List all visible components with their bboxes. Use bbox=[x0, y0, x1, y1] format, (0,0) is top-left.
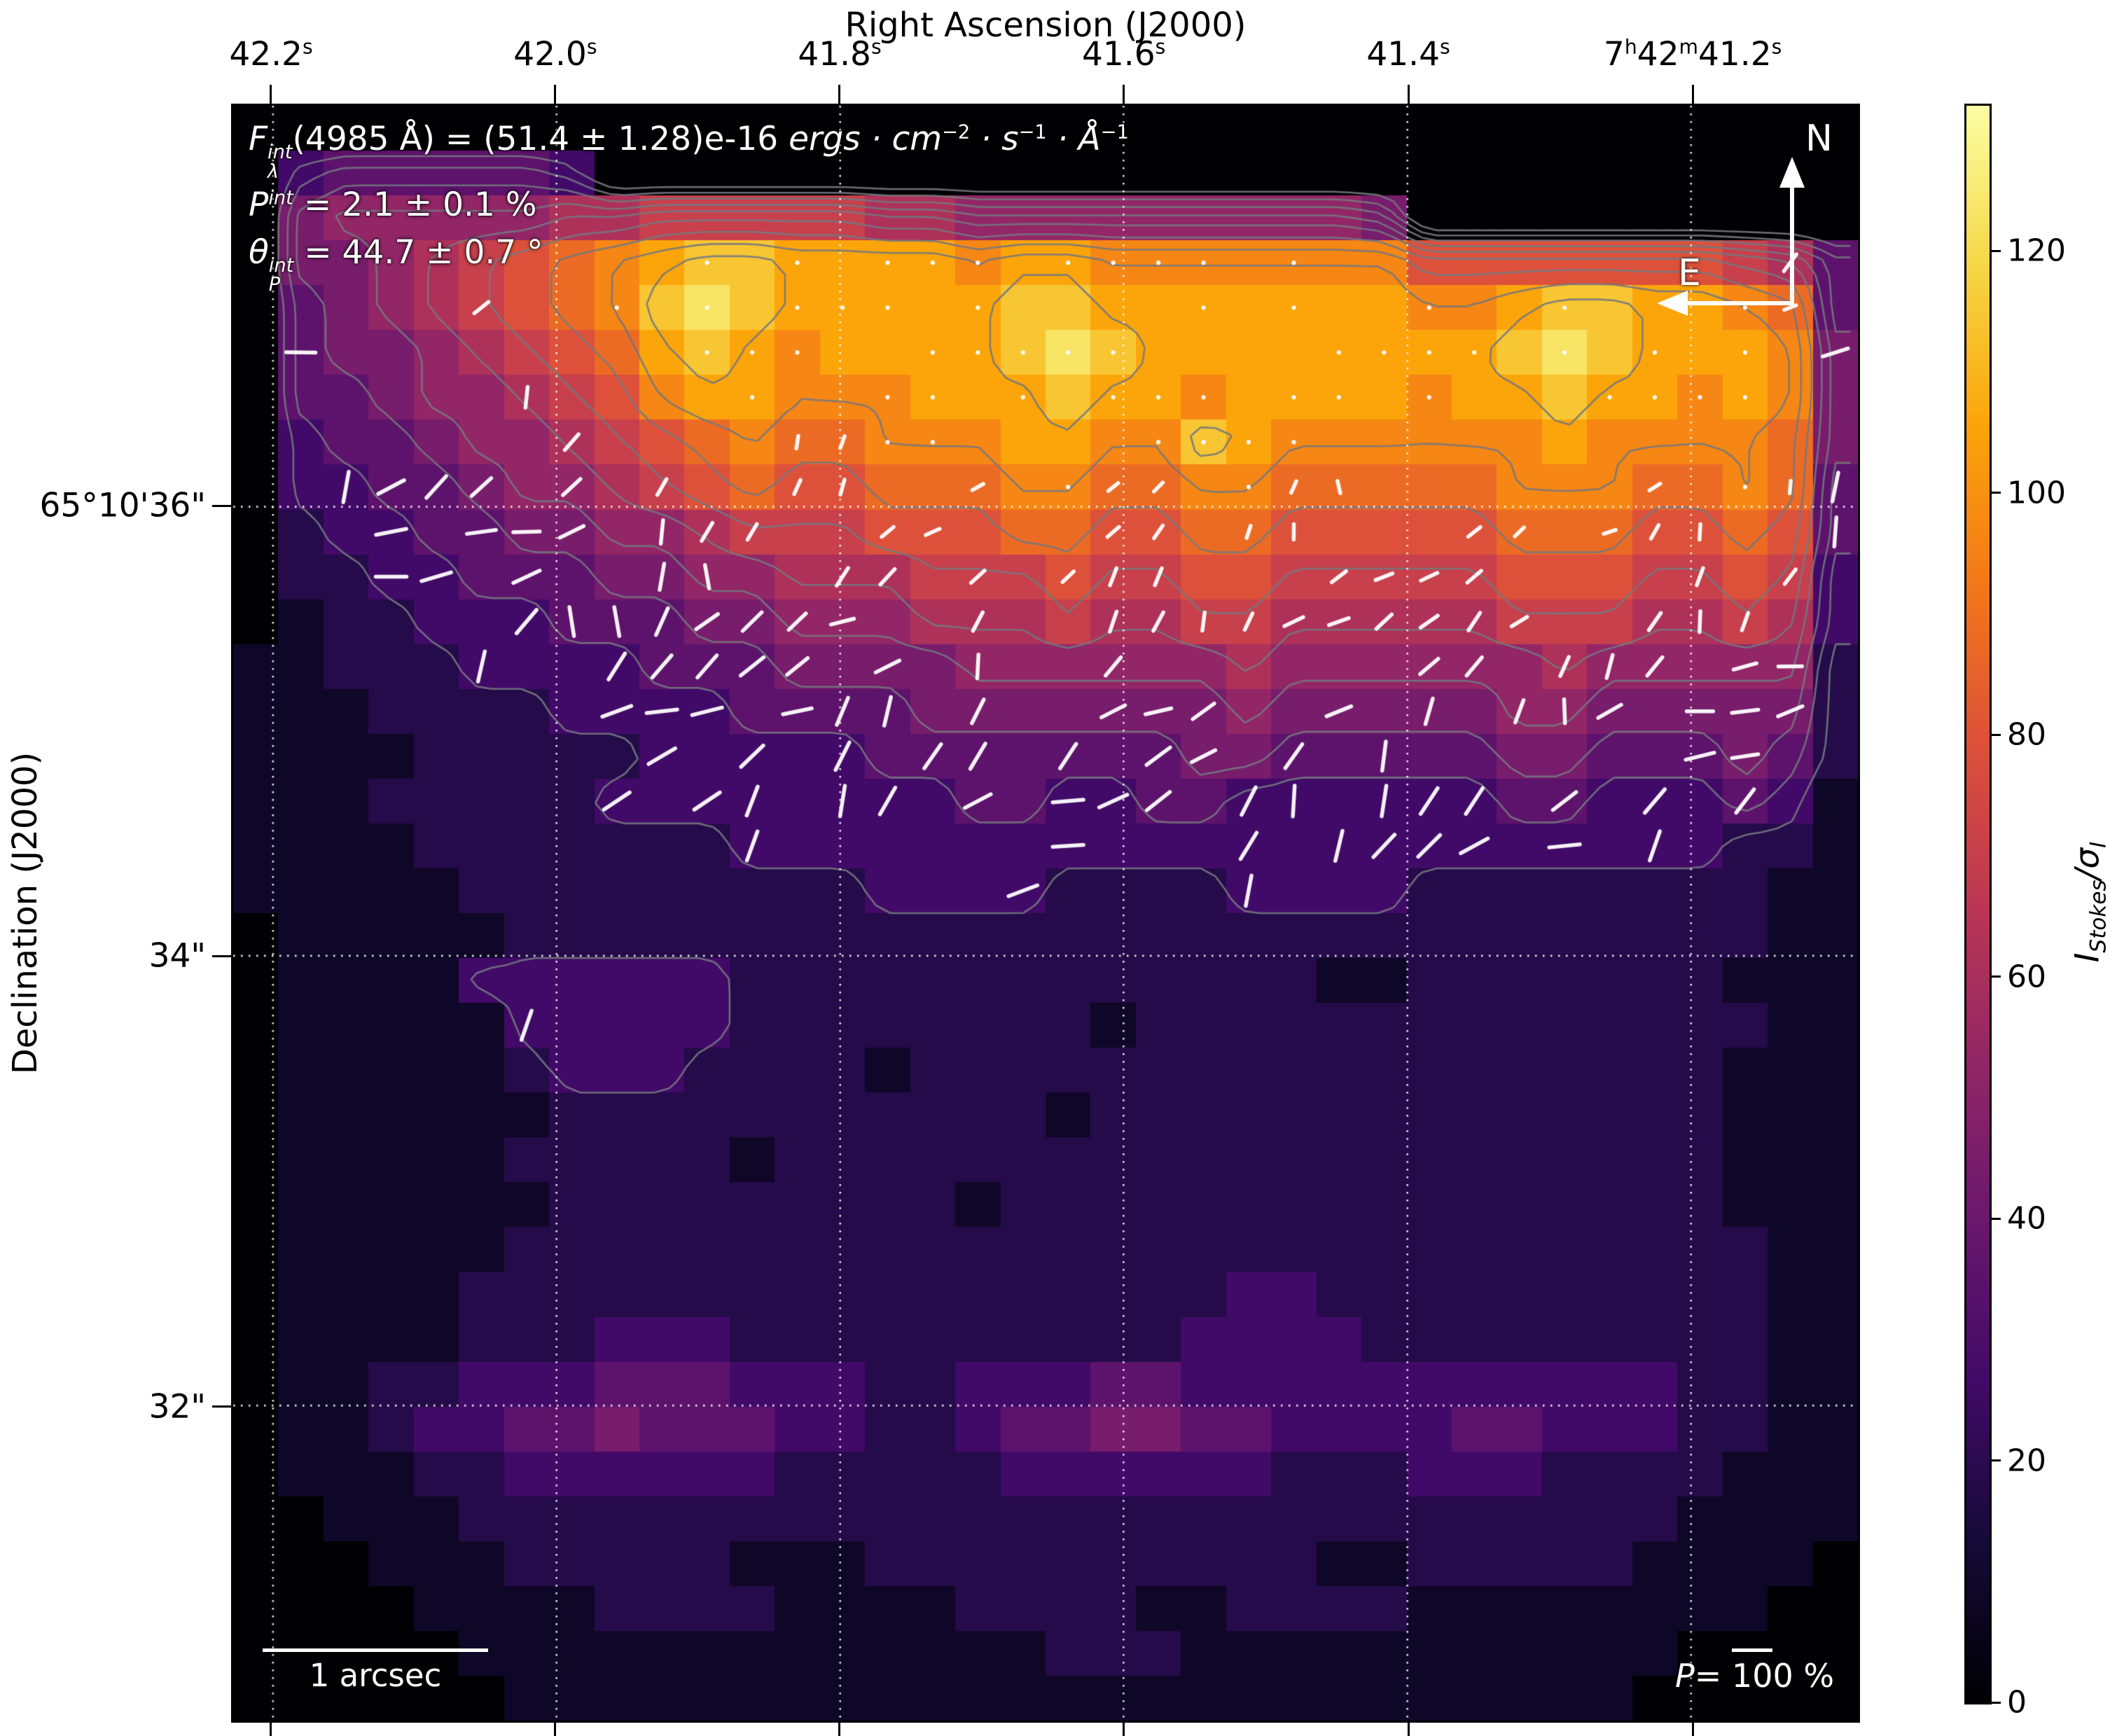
x-tick-label: 7h42m41.2s bbox=[1603, 35, 1782, 74]
colorbar bbox=[1964, 104, 1992, 1704]
annotation-theta-line: θ int P = 44.7 ± 0.7 ° bbox=[249, 232, 543, 296]
x-tick-label: 42.0s bbox=[513, 35, 597, 74]
y-tick-label: 65°10'36" bbox=[39, 486, 206, 525]
colorbar-tick-mark bbox=[1990, 733, 2001, 736]
x-tick-mark-bottom bbox=[1123, 1723, 1125, 1736]
x-tick-label: 41.4s bbox=[1366, 35, 1450, 74]
x-tick-mark-bottom bbox=[1407, 1723, 1410, 1736]
colorbar-gradient bbox=[1966, 106, 1990, 1702]
x-tick-mark-top bbox=[270, 85, 272, 104]
x-tick-mark-bottom bbox=[554, 1723, 557, 1736]
colorbar-tick-label: 40 bbox=[2007, 1200, 2046, 1237]
colorbar-tick-label: 0 bbox=[2007, 1684, 2027, 1721]
polarization-reference-label: P= 100 % bbox=[1675, 1657, 1835, 1695]
colorbar-label: IStokes/σI bbox=[2068, 841, 2110, 963]
x-tick-mark-bottom bbox=[1691, 1723, 1694, 1736]
x-tick-mark-bottom bbox=[270, 1723, 272, 1736]
colorbar-tick-label: 60 bbox=[2007, 959, 2046, 995]
colorbar-tick-label: 20 bbox=[2007, 1443, 2046, 1479]
x-tick-mark-bottom bbox=[838, 1723, 841, 1736]
colorbar-tick-mark bbox=[1990, 492, 2001, 494]
x-axis-title: Right Ascension (J2000) bbox=[845, 6, 1247, 45]
compass-icon bbox=[1657, 157, 1805, 316]
scalebar-line bbox=[263, 1648, 488, 1652]
x-tick-mark-top bbox=[838, 85, 841, 104]
x-tick-label: 42.2s bbox=[229, 35, 313, 74]
annotation-polarization-line: Pint = 2.1 ± 0.1 % bbox=[249, 185, 537, 224]
y-tick-label: 34" bbox=[148, 936, 206, 975]
colorbar-tick-label: 120 bbox=[2007, 232, 2066, 269]
colorbar-tick-mark bbox=[1990, 249, 2001, 252]
y-tick-mark bbox=[212, 954, 231, 957]
heatmap-canvas bbox=[233, 106, 1858, 1721]
polarization-reference-line bbox=[1732, 1648, 1772, 1652]
colorbar-tick-mark bbox=[1990, 1217, 2001, 1220]
y-axis-title: Declination (J2000) bbox=[6, 751, 45, 1075]
x-tick-mark-top bbox=[1691, 85, 1694, 104]
scalebar-label: 1 arcsec bbox=[309, 1657, 442, 1694]
x-tick-label: 41.8s bbox=[798, 35, 882, 74]
colorbar-tick-mark bbox=[1990, 975, 2001, 978]
colorbar-tick-label: 80 bbox=[2007, 716, 2046, 753]
y-tick-mark bbox=[212, 504, 231, 507]
colorbar-tick-mark bbox=[1990, 1459, 2001, 1462]
y-tick-label: 32" bbox=[148, 1387, 206, 1426]
x-tick-label: 41.6s bbox=[1081, 35, 1166, 74]
x-tick-mark-top bbox=[1407, 85, 1410, 104]
compass-east-label: E bbox=[1678, 252, 1701, 294]
y-tick-mark bbox=[212, 1405, 231, 1408]
colorbar-tick-mark bbox=[1990, 1701, 2001, 1704]
x-tick-mark-top bbox=[1123, 85, 1125, 104]
colorbar-tick-label: 100 bbox=[2007, 475, 2066, 511]
compass-north-label: N bbox=[1805, 118, 1833, 160]
x-tick-mark-top bbox=[554, 85, 557, 104]
